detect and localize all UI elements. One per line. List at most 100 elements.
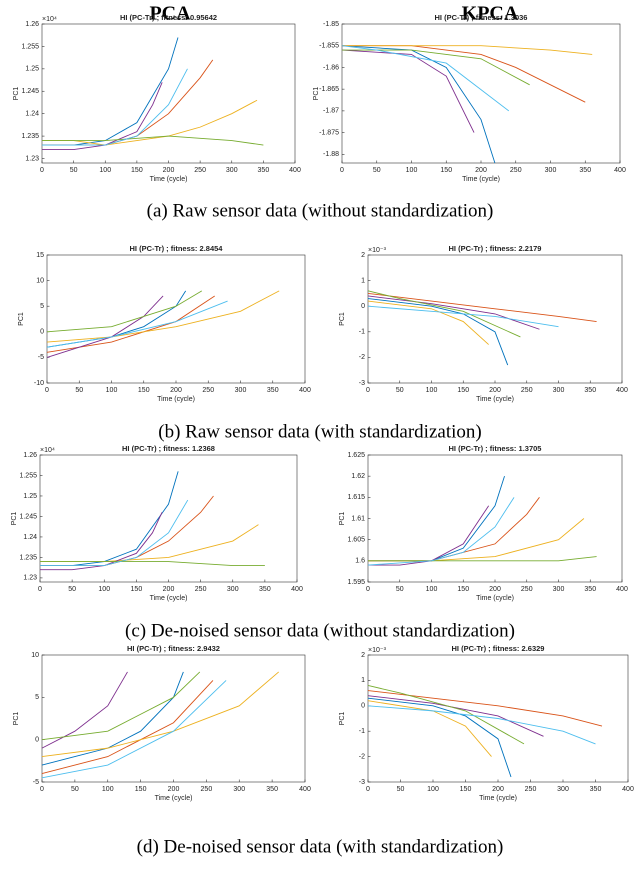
series-line [46,290,280,343]
series-line [341,45,496,164]
x-tick-label: 100 [98,586,110,593]
y-axis-label: PC1 [339,712,346,726]
y-tick-label: 2 [361,252,365,259]
x-tick-label: 400 [299,786,311,793]
y-tick-label: 0 [35,737,39,744]
x-tick-label: 50 [397,786,405,793]
x-tick-label: 300 [557,786,569,793]
x-tick-label: 150 [131,586,143,593]
y-axis-label: PC1 [18,312,25,326]
series-line [368,556,597,562]
y-tick-label: 15 [36,252,44,259]
caption: (c) De-noised sensor data (without stand… [125,620,515,641]
caption: (b) Raw sensor data (with standardizatio… [158,421,481,442]
y-tick-label: -1.88 [323,151,339,158]
x-tick-label: 100 [106,387,118,394]
y-exponent: ×10⁴ [42,16,57,23]
x-tick-label: 100 [427,786,439,793]
x-tick-label: 250 [521,387,533,394]
x-tick-label: 250 [194,167,206,174]
y-tick-label: 1.605 [347,537,365,544]
x-tick-label: 0 [38,586,42,593]
x-tick-label: 100 [426,387,438,394]
y-tick-label: -1.875 [319,129,339,136]
x-tick-label: 0 [40,786,44,793]
y-exponent: ×10⁻³ [368,647,387,654]
x-axis-label: Time (cycle) [150,595,188,602]
y-tick-label: 1.625 [347,452,365,459]
y-exponent: ×10⁻³ [368,247,387,254]
y-tick-label: 1.255 [21,43,39,50]
x-tick-label: 300 [545,167,557,174]
x-tick-label: 300 [226,167,238,174]
x-tick-label: 400 [291,586,303,593]
x-tick-label: 250 [202,387,214,394]
x-tick-label: 200 [163,586,175,593]
x-axis-label: Time (cycle) [462,176,500,183]
y-tick-label: -10 [34,380,44,387]
series-line [367,705,596,745]
plot-area [341,23,621,164]
y-tick-label: 1.25 [25,66,39,73]
series-line [367,697,512,778]
x-tick-label: 200 [163,167,175,174]
series-line [367,300,489,345]
x-tick-label: 100 [99,167,111,174]
x-tick-label: 150 [138,387,150,394]
series-line [367,700,492,757]
x-tick-label: 350 [258,167,270,174]
y-tick-label: 5 [35,694,39,701]
x-tick-label: 150 [457,586,469,593]
y-tick-label: 1.25 [23,493,37,500]
plot-area [367,254,623,384]
x-tick-label: 200 [168,786,180,793]
x-axis-label: Time (cycle) [476,396,514,403]
y-tick-label: -2 [359,753,365,760]
x-tick-label: 200 [489,586,501,593]
plot-area [41,654,306,783]
y-tick-label: -1 [359,728,365,735]
x-tick-label: 350 [267,387,279,394]
y-tick-label: 1.24 [23,534,37,541]
y-tick-label: 1.245 [19,513,37,520]
x-tick-label: 100 [406,167,418,174]
x-tick-label: 50 [396,586,404,593]
column-title: KPCA [462,3,519,25]
x-tick-label: 400 [614,167,626,174]
y-tick-label: 1.61 [351,515,365,522]
x-tick-label: 50 [373,167,381,174]
caption: (a) Raw sensor data (without standardiza… [147,200,494,221]
x-tick-label: 250 [195,586,207,593]
x-axis-label: Time (cycle) [150,176,188,183]
series-line [40,512,163,571]
x-tick-label: 50 [396,387,404,394]
x-tick-label: 350 [266,786,278,793]
x-axis-label: Time (cycle) [479,795,517,802]
x-tick-label: 250 [521,586,533,593]
y-tick-label: 1.23 [23,575,37,582]
x-tick-label: 0 [340,167,344,174]
chart-title: HI (PC-Tr) ; fitness: 2.8454 [130,244,224,253]
plot-area [46,254,306,384]
series-line [367,295,540,330]
x-tick-label: 300 [227,586,239,593]
x-tick-label: 250 [510,167,522,174]
plot-area [39,454,298,583]
y-tick-label: -1.865 [319,86,339,93]
x-tick-label: 150 [457,387,469,394]
y-tick-label: 10 [31,652,39,659]
x-tick-label: 400 [299,387,311,394]
x-tick-label: 50 [70,167,78,174]
x-tick-label: 200 [170,387,182,394]
series-line [40,561,265,567]
series-line [367,292,597,323]
y-tick-label: 1.26 [23,452,37,459]
y-axis-label: PC1 [13,712,20,726]
series-line [367,685,525,745]
x-axis-label: Time (cycle) [155,795,193,802]
x-tick-label: 150 [135,786,147,793]
series-line [367,497,515,566]
y-tick-label: -2 [359,354,365,361]
y-tick-label: -3 [359,380,365,387]
